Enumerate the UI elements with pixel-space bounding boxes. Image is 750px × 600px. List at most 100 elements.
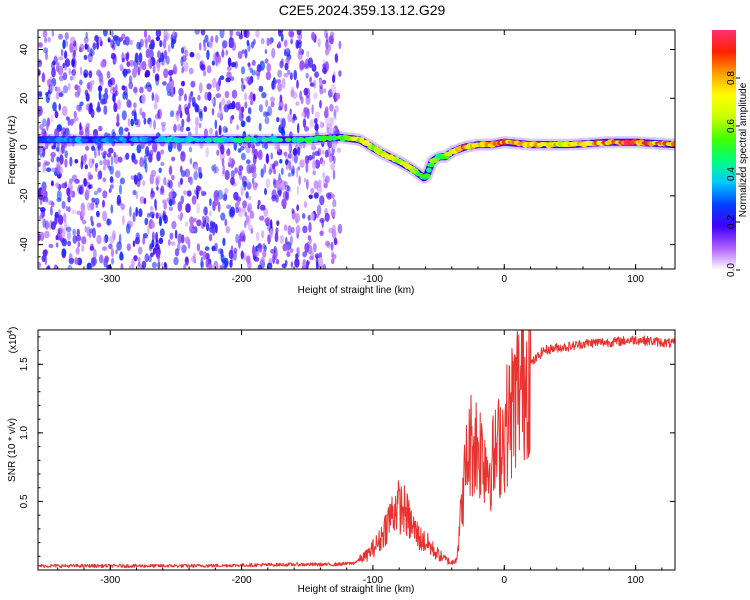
spectrogram-noise-cell (58, 33, 63, 40)
spectrogram-noise-cell (262, 249, 267, 258)
spectrogram-noise-cell (64, 32, 69, 41)
spectrogram-noise-cell (181, 68, 184, 74)
spectrogram-noise-cell (128, 264, 135, 269)
spectrogram-noise-cell (138, 52, 143, 63)
spectrogram-noise-cell (157, 109, 160, 119)
spectrogram-noise-cell (42, 249, 48, 257)
spectrogram-noise-cell (198, 111, 203, 119)
spectrogram-noise-cell (89, 102, 93, 112)
spectrogram-noise-cell (155, 177, 159, 187)
spectrogram-noise-cell (287, 69, 291, 76)
spectrogram-noise-cell (97, 101, 100, 112)
spectrogram-noise-cell (288, 145, 291, 152)
spectrogram-noise-cell (54, 214, 58, 226)
spectrogram-noise-cell (226, 148, 231, 156)
spectrogram-ridge-cell (48, 137, 57, 143)
spectrogram-noise-cell (116, 113, 120, 124)
spectrogram-noise-cell (230, 61, 237, 68)
spectrogram-noise-cell (38, 142, 41, 147)
spectrogram-noise-cell (268, 37, 273, 45)
spectrogram-noise-cell (168, 206, 174, 212)
spectrogram-noise-cell (144, 217, 149, 226)
spectrogram-noise-cell (51, 77, 57, 87)
spectrogram-noise-cell (257, 149, 263, 161)
spectrogram-noise-cell (133, 111, 137, 122)
spectrogram-noise-cell (284, 49, 287, 57)
spectrogram-noise-cell (291, 165, 295, 175)
spectrogram-noise-cell (123, 72, 127, 78)
spectrogram-ridge-cell (79, 138, 89, 143)
spectrogram-noise-cell (149, 121, 153, 128)
spectrogram-noise-cell (132, 67, 137, 78)
spectrogram-noise-cell (138, 256, 141, 267)
spectrogram-noise-cell (185, 203, 191, 214)
spectrogram-noise-cell (266, 37, 270, 47)
spectrogram-noise-cell (281, 129, 286, 137)
spectrogram-noise-cell (160, 149, 165, 155)
spectrogram-noise-cell (197, 108, 203, 115)
spectrogram-noise-cell (92, 42, 97, 50)
spectrogram-noise-cell (314, 71, 320, 78)
spectrogram-noise-cell (124, 127, 129, 132)
spectrogram-noise-cell (76, 85, 81, 96)
y-tick-label: 40 (19, 44, 30, 56)
spectrogram-noise-cell (44, 37, 48, 44)
spectrogram-noise-cell (277, 69, 282, 78)
spectrogram-noise-cell (188, 67, 194, 75)
spectrogram-noise-cell (129, 59, 135, 67)
spectrogram-noise-cell (62, 39, 66, 49)
spectrogram-noise-cell (130, 258, 136, 267)
spectrogram-ridge-cell (108, 137, 115, 143)
x-tick-label: -200 (232, 575, 252, 586)
spectrogram-noise-cell (228, 103, 234, 110)
spectrogram-noise-cell (275, 258, 280, 265)
spectrogram-noise-cell (189, 157, 193, 165)
spectrogram-noise-cell (145, 146, 150, 157)
spectrogram-noise-cell (102, 158, 108, 166)
spectrogram-noise-cell (61, 144, 65, 154)
spectrogram-noise-cell (258, 122, 262, 132)
spectrogram-noise-cell (94, 148, 97, 159)
snr-multiplier-base: (x10 (8, 333, 19, 353)
spectrogram-noise-cell (326, 193, 332, 200)
spectrogram-noise-cell (245, 191, 249, 199)
spectrogram-noise-cell (69, 42, 74, 53)
spectrogram-noise-cell (177, 201, 183, 212)
spectrogram-noise-cell (54, 86, 59, 92)
spectrogram-noise-cell (264, 58, 269, 64)
spectrogram-noise-cell (195, 52, 201, 61)
spectrogram-noise-cell (206, 49, 210, 60)
spectrogram-noise-cell (263, 163, 267, 174)
spectrogram-noise-cell (209, 198, 212, 207)
spectrogram-noise-cell (163, 177, 167, 186)
spectrogram-noise-cell (90, 257, 96, 268)
spectrogram-noise-cell (65, 205, 69, 212)
spectrogram-noise-cell (317, 179, 322, 188)
spectrogram-noise-cell (152, 142, 158, 153)
spectrogram-noise-cell (66, 231, 72, 241)
spectrogram-noise-cell (149, 43, 155, 50)
spectrogram-noise-cell (199, 82, 203, 94)
spectrogram-noise-cell (172, 31, 177, 39)
spectrogram-noise-cell (180, 177, 183, 185)
spectrogram-noise-cell (270, 248, 276, 254)
spectrogram-noise-cell (106, 218, 110, 226)
spectrogram-noise-cell (215, 34, 219, 44)
spectrogram-noise-cell (211, 245, 216, 252)
spectrogram-noise-cell (227, 57, 232, 67)
spectrogram-noise-cell (242, 200, 248, 209)
spectrogram-noise-cell (132, 240, 136, 247)
spectrogram-noise-cell (97, 171, 100, 181)
spectrogram-noise-cell (117, 156, 123, 163)
spectrogram-ridge-cell (284, 137, 292, 142)
spectrogram-noise-cell (163, 68, 169, 79)
spectrogram-frame (37, 29, 676, 270)
spectrogram-noise-cell (310, 250, 315, 260)
spectrogram-noise-cell (124, 36, 130, 46)
spectrogram-noise-cell (39, 153, 43, 158)
spectrogram-noise-cell (244, 211, 247, 217)
spectrogram-ridge-cell (427, 162, 435, 168)
spectrogram-noise-cell (199, 250, 204, 256)
spectrogram-noise-cell (51, 67, 56, 78)
spectrogram-noise-cell (284, 103, 288, 112)
